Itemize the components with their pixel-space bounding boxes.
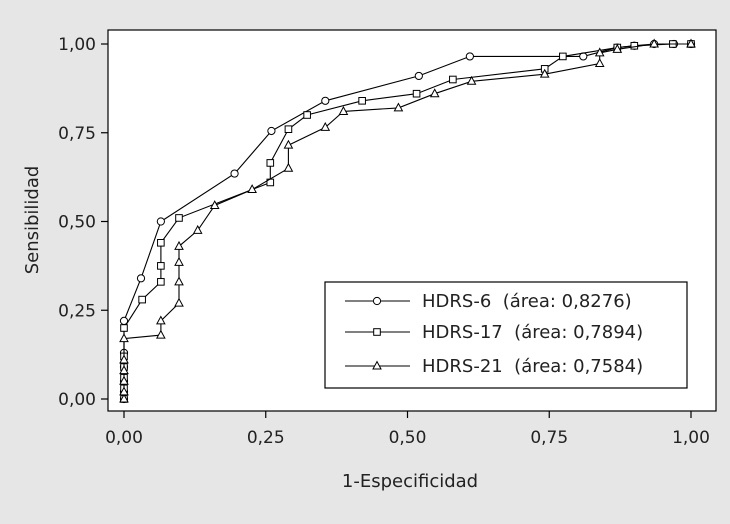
legend-box: [324, 281, 688, 389]
data-point: [119, 365, 129, 375]
data-point: [174, 276, 184, 286]
data-point: [156, 217, 165, 226]
data-point: [174, 256, 184, 266]
data-point: [559, 52, 567, 61]
data-point: [358, 97, 366, 105]
data-point: [393, 102, 404, 112]
data-point: [174, 297, 184, 307]
x-axis-title: 1-Especificidad: [342, 471, 478, 492]
y-tick-label: 0,50: [58, 213, 96, 233]
data-point: [247, 184, 257, 194]
data-point: [192, 224, 203, 234]
data-point: [157, 278, 165, 286]
data-point: [649, 38, 659, 48]
legend-item: HDRS-17 (área: 0,7894): [345, 322, 643, 343]
data-point: [175, 214, 183, 222]
data-point: [156, 315, 166, 325]
data-point: [209, 200, 220, 210]
data-point: [157, 262, 165, 270]
y-tick-label: 1,00: [58, 35, 96, 55]
data-point: [466, 75, 477, 85]
legend-label: HDRS-17 (área: 0,7894): [422, 322, 643, 343]
y-axis-title: Sensibilidad: [22, 166, 43, 275]
data-point: [283, 139, 294, 149]
legend-item: HDRS-21 (área: 0,7584): [345, 356, 643, 377]
legend: HDRS-6 (área: 0,8276) HDRS-17 (área: 0,78…: [324, 281, 688, 389]
data-point: [465, 52, 474, 61]
x-tick-label: 0,50: [389, 428, 427, 448]
data-point: [119, 386, 129, 396]
data-point: [284, 125, 293, 134]
data-point: [594, 58, 605, 68]
x-tick-label: 0,00: [105, 428, 143, 448]
data-point: [321, 96, 330, 105]
x-tick-label: 0,25: [247, 428, 285, 448]
legend-item: HDRS-6 (área: 0,8276): [345, 291, 632, 312]
data-point: [138, 295, 146, 304]
data-point: [157, 239, 165, 247]
series-layer: [119, 38, 696, 404]
data-point: [539, 68, 550, 78]
data-point: [119, 333, 129, 343]
y-tick-label: 0,25: [58, 301, 96, 321]
data-point: [120, 324, 128, 332]
series-triangle: [119, 38, 696, 403]
data-point: [119, 393, 129, 403]
data-point: [414, 71, 423, 81]
legend-marker: [372, 360, 382, 370]
x-tick-label: 0,75: [530, 428, 568, 448]
data-point: [338, 105, 349, 115]
data-point: [283, 162, 294, 172]
data-point: [119, 354, 129, 364]
data-point: [429, 88, 440, 98]
y-tick-label: 0,00: [58, 390, 96, 410]
axes: 0,00 0,25 0,50 0,75 1,00 0,00 0,25 0,50 0,75 1,00: [58, 35, 710, 448]
data-point: [303, 111, 311, 119]
data-point: [267, 126, 276, 136]
data-point: [230, 169, 239, 178]
legend-marker: [373, 328, 381, 336]
data-point: [320, 121, 331, 131]
y-tick-label: 0,75: [58, 124, 96, 144]
data-point: [119, 375, 129, 385]
data-point: [136, 274, 146, 283]
legend-marker: [372, 296, 382, 306]
legend-label: HDRS-21 (área: 0,7584): [422, 356, 643, 377]
data-point: [266, 159, 275, 167]
data-point: [612, 43, 623, 53]
data-point: [686, 38, 696, 48]
data-point: [594, 47, 605, 57]
data-point: [630, 41, 639, 50]
series-line: [123, 43, 691, 399]
data-point: [156, 329, 166, 339]
data-point: [174, 240, 184, 250]
legend-label: HDRS-6 (área: 0,8276): [422, 291, 632, 312]
x-tick-label: 1,00: [672, 428, 710, 448]
data-point: [412, 89, 421, 98]
data-point: [449, 75, 457, 84]
